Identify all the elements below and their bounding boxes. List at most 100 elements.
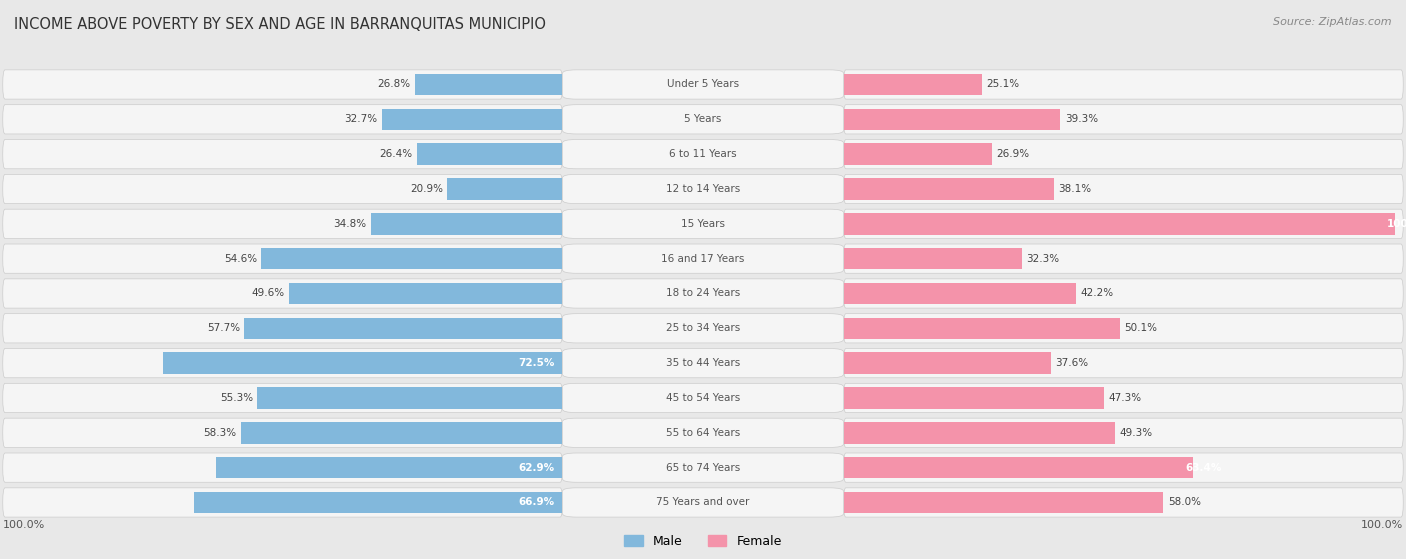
Text: 34.8%: 34.8% xyxy=(333,219,366,229)
Text: 72.5%: 72.5% xyxy=(517,358,554,368)
FancyBboxPatch shape xyxy=(844,279,1403,308)
FancyBboxPatch shape xyxy=(3,209,562,239)
Text: 66.9%: 66.9% xyxy=(517,498,554,508)
Text: 65 to 74 Years: 65 to 74 Years xyxy=(666,463,740,472)
FancyBboxPatch shape xyxy=(844,383,1403,413)
Text: 16 and 17 Years: 16 and 17 Years xyxy=(661,254,745,264)
Text: 26.4%: 26.4% xyxy=(380,149,412,159)
Text: 18 to 24 Years: 18 to 24 Years xyxy=(666,288,740,299)
FancyBboxPatch shape xyxy=(844,453,1403,482)
Text: 42.2%: 42.2% xyxy=(1081,288,1114,299)
Text: 75 Years and over: 75 Years and over xyxy=(657,498,749,508)
FancyBboxPatch shape xyxy=(562,314,844,343)
Bar xyxy=(844,178,1053,200)
Text: 57.7%: 57.7% xyxy=(207,323,240,333)
FancyBboxPatch shape xyxy=(562,279,844,308)
Text: 63.4%: 63.4% xyxy=(1185,463,1222,472)
Bar xyxy=(844,318,1119,339)
Bar xyxy=(215,457,562,479)
Text: 49.3%: 49.3% xyxy=(1119,428,1153,438)
FancyBboxPatch shape xyxy=(562,174,844,203)
Bar xyxy=(844,283,1076,304)
Text: 32.7%: 32.7% xyxy=(344,115,378,124)
FancyBboxPatch shape xyxy=(3,348,562,378)
FancyBboxPatch shape xyxy=(3,174,562,203)
Text: 55 to 64 Years: 55 to 64 Years xyxy=(666,428,740,438)
FancyBboxPatch shape xyxy=(844,348,1403,378)
FancyBboxPatch shape xyxy=(3,418,562,447)
Text: 39.3%: 39.3% xyxy=(1064,115,1098,124)
Text: 50.1%: 50.1% xyxy=(1125,323,1157,333)
Text: 38.1%: 38.1% xyxy=(1059,184,1091,194)
Text: 55.3%: 55.3% xyxy=(219,393,253,403)
FancyBboxPatch shape xyxy=(3,70,562,99)
Text: 100.0%: 100.0% xyxy=(1361,520,1403,530)
Bar xyxy=(416,143,562,165)
FancyBboxPatch shape xyxy=(562,348,844,378)
FancyBboxPatch shape xyxy=(562,209,844,239)
Bar xyxy=(163,352,562,374)
Bar xyxy=(844,422,1115,444)
Text: Under 5 Years: Under 5 Years xyxy=(666,79,740,89)
Text: 25.1%: 25.1% xyxy=(987,79,1019,89)
Text: 37.6%: 37.6% xyxy=(1056,358,1088,368)
Bar xyxy=(262,248,562,269)
Text: Source: ZipAtlas.com: Source: ZipAtlas.com xyxy=(1274,17,1392,27)
FancyBboxPatch shape xyxy=(562,453,844,482)
FancyBboxPatch shape xyxy=(562,488,844,517)
Text: 58.3%: 58.3% xyxy=(204,428,236,438)
Legend: Male, Female: Male, Female xyxy=(619,530,787,553)
Text: 47.3%: 47.3% xyxy=(1109,393,1142,403)
Bar xyxy=(844,352,1050,374)
Text: 15 Years: 15 Years xyxy=(681,219,725,229)
Text: 62.9%: 62.9% xyxy=(517,463,554,472)
FancyBboxPatch shape xyxy=(844,314,1403,343)
FancyBboxPatch shape xyxy=(844,209,1403,239)
Text: INCOME ABOVE POVERTY BY SEX AND AGE IN BARRANQUITAS MUNICIPIO: INCOME ABOVE POVERTY BY SEX AND AGE IN B… xyxy=(14,17,546,32)
FancyBboxPatch shape xyxy=(3,453,562,482)
Text: 12 to 14 Years: 12 to 14 Years xyxy=(666,184,740,194)
Text: 100.0%: 100.0% xyxy=(3,520,45,530)
Text: 49.6%: 49.6% xyxy=(252,288,284,299)
Bar xyxy=(371,213,562,235)
Text: 35 to 44 Years: 35 to 44 Years xyxy=(666,358,740,368)
Bar xyxy=(844,248,1022,269)
FancyBboxPatch shape xyxy=(844,174,1403,203)
FancyBboxPatch shape xyxy=(844,244,1403,273)
FancyBboxPatch shape xyxy=(3,244,562,273)
Bar xyxy=(844,74,981,95)
Bar xyxy=(844,457,1194,479)
Text: 26.8%: 26.8% xyxy=(377,79,411,89)
FancyBboxPatch shape xyxy=(562,105,844,134)
Bar xyxy=(288,283,562,304)
FancyBboxPatch shape xyxy=(562,70,844,99)
Text: 32.3%: 32.3% xyxy=(1026,254,1059,264)
Text: 26.9%: 26.9% xyxy=(997,149,1029,159)
FancyBboxPatch shape xyxy=(562,244,844,273)
Bar xyxy=(844,387,1104,409)
Bar xyxy=(257,387,562,409)
Text: 58.0%: 58.0% xyxy=(1168,498,1201,508)
FancyBboxPatch shape xyxy=(3,383,562,413)
FancyBboxPatch shape xyxy=(3,314,562,343)
FancyBboxPatch shape xyxy=(562,383,844,413)
Bar xyxy=(240,422,562,444)
Text: 45 to 54 Years: 45 to 54 Years xyxy=(666,393,740,403)
Bar xyxy=(194,492,562,513)
FancyBboxPatch shape xyxy=(3,279,562,308)
Text: 6 to 11 Years: 6 to 11 Years xyxy=(669,149,737,159)
FancyBboxPatch shape xyxy=(3,140,562,169)
FancyBboxPatch shape xyxy=(844,105,1403,134)
FancyBboxPatch shape xyxy=(844,418,1403,447)
Bar xyxy=(844,492,1163,513)
Bar xyxy=(844,108,1060,130)
Bar xyxy=(245,318,562,339)
Text: 25 to 34 Years: 25 to 34 Years xyxy=(666,323,740,333)
FancyBboxPatch shape xyxy=(844,70,1403,99)
FancyBboxPatch shape xyxy=(562,418,844,447)
Bar xyxy=(415,74,562,95)
FancyBboxPatch shape xyxy=(844,140,1403,169)
FancyBboxPatch shape xyxy=(844,488,1403,517)
Bar xyxy=(382,108,562,130)
FancyBboxPatch shape xyxy=(562,140,844,169)
